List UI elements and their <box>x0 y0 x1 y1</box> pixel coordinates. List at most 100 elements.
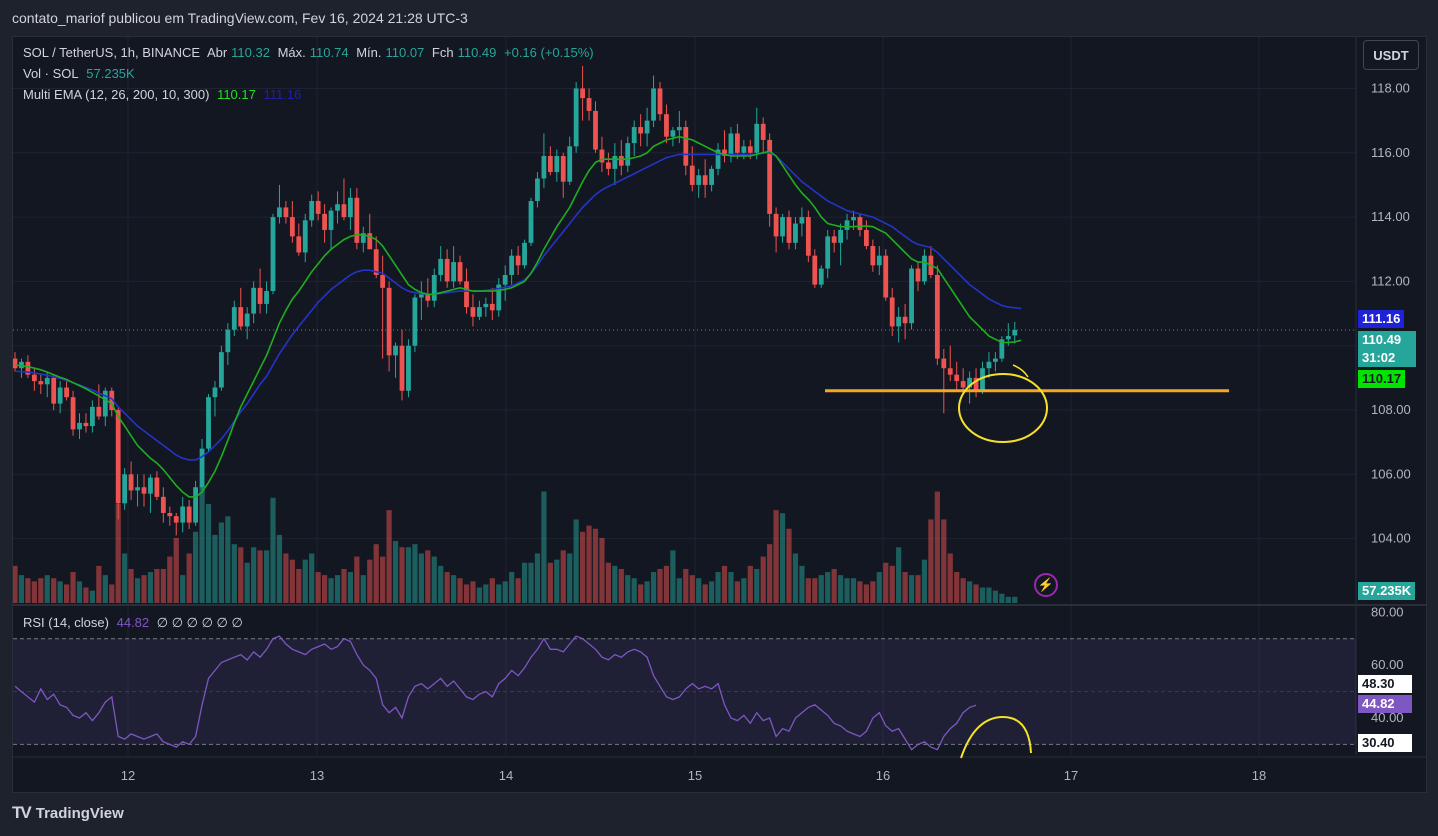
volume-bar <box>444 572 450 603</box>
candle-body <box>864 229 869 247</box>
candle-body <box>38 381 44 385</box>
rsi-extra-values: ∅ ∅ ∅ ∅ ∅ ∅ <box>156 615 243 630</box>
close-value: 110.49 <box>457 45 497 60</box>
volume-bar <box>31 581 37 603</box>
volume-bar <box>754 568 760 603</box>
candle-body <box>1005 336 1011 340</box>
volume-bar <box>373 544 379 603</box>
candle-body <box>586 98 592 111</box>
candle-body <box>70 397 76 430</box>
tradingview-brand[interactable]: TV TradingView <box>12 803 124 823</box>
volume-bar <box>347 572 353 603</box>
volume-bar <box>760 556 766 603</box>
volume-bar <box>986 587 992 603</box>
volume-bar <box>405 547 412 603</box>
candle-body <box>535 178 540 202</box>
candle-body <box>799 217 805 224</box>
volume-bar <box>141 575 147 603</box>
chart-canvas[interactable]: 104.00106.00108.00110.00112.00114.00116.… <box>13 37 1427 793</box>
volume-bar <box>205 503 212 603</box>
candle-body <box>515 255 521 266</box>
volume-bar <box>257 550 263 603</box>
candle-body <box>199 448 205 488</box>
ema-label[interactable]: Multi EMA (12, 26, 200, 10, 300) <box>23 87 210 102</box>
volume-label[interactable]: Vol · SOL <box>23 66 79 81</box>
candle-body <box>909 268 914 324</box>
close-label: Fch <box>431 45 454 60</box>
volume-bar <box>863 584 869 603</box>
volume-bar <box>418 553 424 603</box>
symbol-title[interactable]: SOL / TetherUS, 1h, BINANCE <box>23 45 201 60</box>
volume-bar <box>812 578 818 603</box>
volume-bar <box>618 568 624 603</box>
volume-bar <box>322 575 328 603</box>
volume-bar <box>51 578 57 603</box>
price-tick-label: 108.00 <box>1371 402 1411 417</box>
candle-body <box>380 274 386 288</box>
volume-bar <box>18 575 25 603</box>
volume-bar <box>644 581 650 603</box>
candle-body <box>373 249 379 275</box>
rsi-tick-label: 80.00 <box>1371 604 1404 619</box>
rsi-label[interactable]: RSI (14, close) <box>23 615 109 630</box>
volume-bar <box>341 568 347 603</box>
volume-bar <box>244 562 250 603</box>
candle-body <box>148 477 153 494</box>
volume-bar <box>702 584 708 603</box>
price-tick-label: 104.00 <box>1371 531 1411 546</box>
volume-bar <box>967 581 973 603</box>
volume-bar <box>315 572 321 603</box>
price-tick-label: 112.00 <box>1371 273 1410 288</box>
candle-body <box>547 155 553 173</box>
candle-body <box>593 110 598 150</box>
volume-bar <box>438 565 444 603</box>
currency-button[interactable]: USDT <box>1363 40 1419 70</box>
candle-body <box>109 390 115 411</box>
volume-bar <box>186 553 192 603</box>
chart-frame[interactable]: 104.00106.00108.00110.00112.00114.00116.… <box>12 36 1427 793</box>
candle-body <box>418 294 424 298</box>
volume-bar <box>857 581 863 603</box>
volume-bar <box>251 547 257 603</box>
candle-body <box>954 374 960 382</box>
volume-bar <box>831 568 837 603</box>
candle-body <box>980 368 985 391</box>
volume-bar <box>70 572 76 603</box>
symbol-legend: SOL / TetherUS, 1h, BINANCE Abr 110.32 Má… <box>23 45 598 60</box>
volume-bar <box>908 575 915 603</box>
volume-bar <box>102 575 108 603</box>
volume-bar <box>76 581 83 603</box>
lightning-icon[interactable]: ⚡ <box>1034 573 1058 597</box>
candle-body <box>876 255 882 266</box>
volume-legend: Vol · SOL 57.235K <box>23 66 139 81</box>
candle-body <box>225 329 231 353</box>
candle-body <box>328 210 334 230</box>
volume-bar <box>38 578 44 603</box>
candle-body <box>644 120 650 134</box>
volume-bar <box>96 565 102 603</box>
volume-bar <box>64 584 70 603</box>
candle-body <box>406 345 411 391</box>
candle-body <box>238 307 244 327</box>
candle-body <box>283 207 289 218</box>
candle-body <box>360 233 366 243</box>
annotation-tick <box>1012 364 1029 378</box>
volume-bar <box>367 559 373 603</box>
candle-body <box>999 339 1005 359</box>
time-tick-label: 14 <box>499 768 513 783</box>
volume-bar <box>818 575 824 603</box>
candle-body <box>702 175 708 185</box>
candle-body <box>967 377 972 388</box>
candle-body <box>489 303 495 311</box>
time-tick-label: 18 <box>1252 768 1266 783</box>
candle-body <box>193 487 198 523</box>
candle-body <box>683 127 689 166</box>
volume-bar <box>431 556 437 603</box>
volume-bar <box>167 556 173 603</box>
volume-bar <box>689 575 695 603</box>
candle-body <box>831 236 837 243</box>
candle-body <box>825 236 831 269</box>
volume-bar <box>896 547 902 603</box>
volume-bar <box>328 578 334 603</box>
volume-bar <box>354 556 360 603</box>
